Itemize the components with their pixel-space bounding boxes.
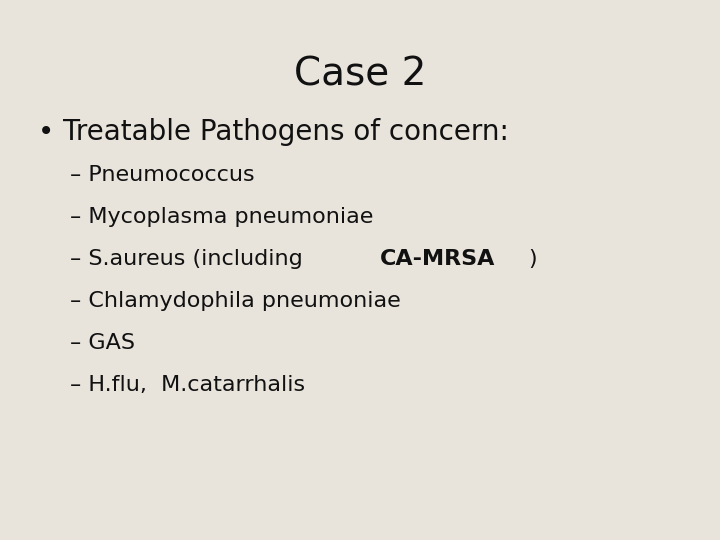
Text: CA-MRSA: CA-MRSA: [379, 249, 495, 269]
Text: – Pneumococcus: – Pneumococcus: [70, 165, 255, 185]
Text: Case 2: Case 2: [294, 55, 426, 93]
Text: – Chlamydophila pneumoniae: – Chlamydophila pneumoniae: [70, 291, 401, 311]
Text: – GAS: – GAS: [70, 333, 135, 353]
Text: ): ): [528, 249, 537, 269]
Text: – S.aureus (including: – S.aureus (including: [70, 249, 310, 269]
Text: – H.flu,  M.catarrhalis: – H.flu, M.catarrhalis: [70, 375, 305, 395]
Text: • Treatable Pathogens of concern:: • Treatable Pathogens of concern:: [38, 118, 509, 146]
Text: – Mycoplasma pneumoniae: – Mycoplasma pneumoniae: [70, 207, 374, 227]
